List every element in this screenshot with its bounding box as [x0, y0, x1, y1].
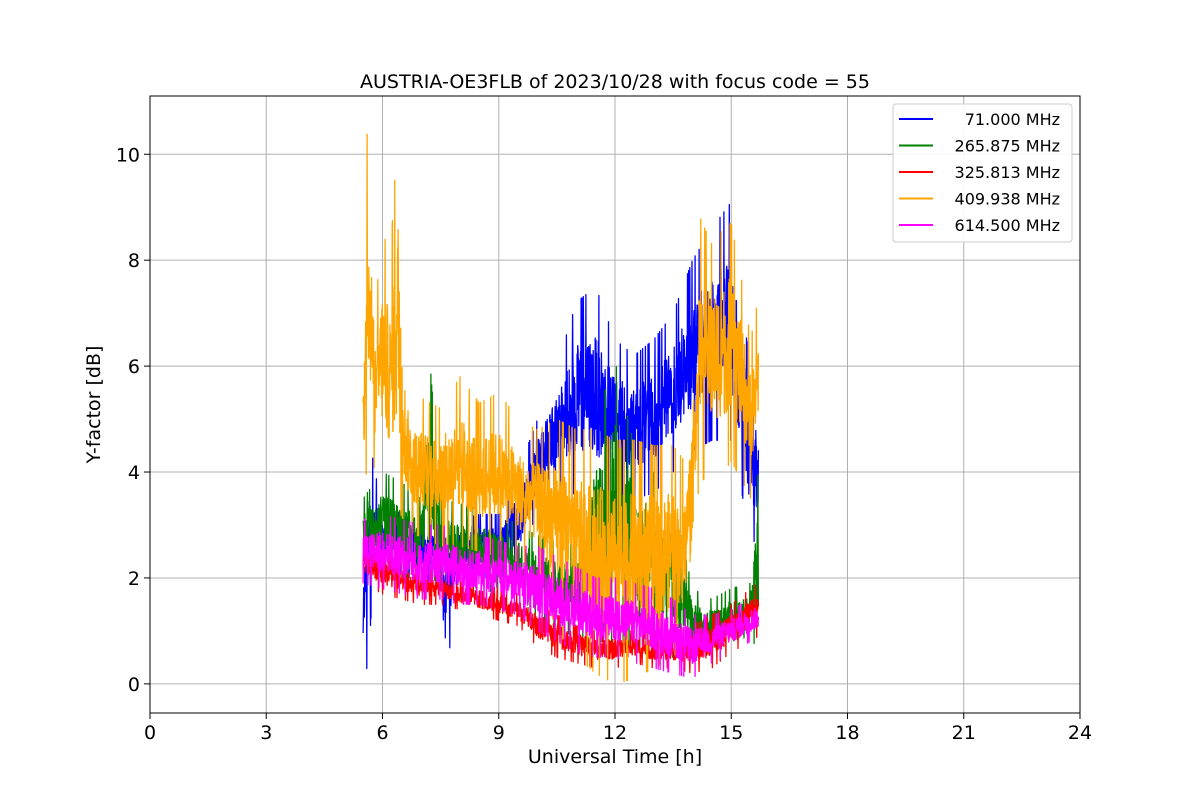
x-tick-label: 18: [835, 722, 859, 744]
x-tick-label: 0: [144, 722, 156, 744]
y-tick-label: 0: [128, 674, 140, 696]
legend-entry-label: 71.000 MHz: [965, 110, 1060, 129]
y-tick-label: 8: [128, 250, 140, 272]
y-tick-label: 6: [128, 356, 140, 378]
legend-box: [892, 103, 1073, 243]
legend-entry-label: 265.875 MHz: [955, 137, 1060, 156]
y-axis-label: Y-factor [dB]: [83, 346, 105, 465]
y-tick-label: 10: [116, 144, 140, 166]
x-axis-label: Universal Time [h]: [528, 746, 702, 768]
x-tick-label: 9: [493, 722, 505, 744]
y-axis-ticks: 0 2 4 6 8 10: [116, 144, 150, 696]
legend-entry-label: 409.938 MHz: [955, 190, 1060, 209]
x-tick-label: 3: [260, 722, 272, 744]
series-line: [362, 133, 760, 683]
x-tick-label: 12: [603, 722, 627, 744]
legend-entry-label: 614.500 MHz: [955, 216, 1060, 235]
y-tick-label: 2: [128, 568, 140, 590]
plot-area: [362, 133, 760, 683]
series-line: [362, 515, 760, 678]
x-tick-label: 6: [376, 722, 388, 744]
legend: 71.000 MHz 265.875 MHz 325.813 MHz 409.938 …: [892, 103, 1073, 243]
legend-entry-label: 325.813 MHz: [955, 163, 1060, 182]
chart-title: AUSTRIA-OE3FLB of 2023/10/28 with focus …: [360, 71, 870, 93]
y-tick-label: 4: [128, 462, 140, 484]
x-axis-ticks: 0 3 6 9 12 15 18 21 24: [144, 713, 1092, 744]
x-tick-label: 15: [719, 722, 743, 744]
x-tick-label: 21: [952, 722, 976, 744]
x-tick-label: 24: [1068, 722, 1092, 744]
